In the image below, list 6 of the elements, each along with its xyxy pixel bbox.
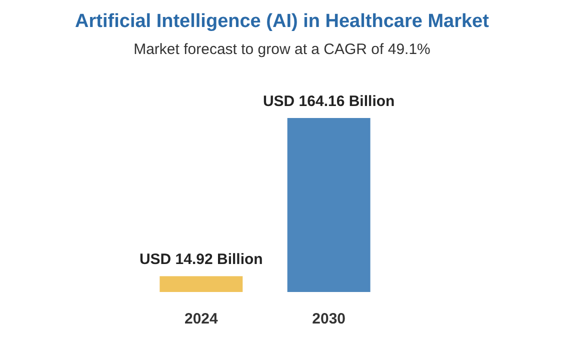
data-label: USD 164.16 Billion xyxy=(262,93,395,110)
data-label: USD 14.92 Billion xyxy=(139,251,263,268)
chart-title: Artificial Intelligence (AI) in Healthcare Market xyxy=(75,11,490,32)
x-tick-label: 2024 xyxy=(184,310,219,328)
chart-subtitle: Market forecast to grow at a CAGR of 49.1% xyxy=(134,41,430,58)
x-tick-label: 2030 xyxy=(312,310,346,328)
